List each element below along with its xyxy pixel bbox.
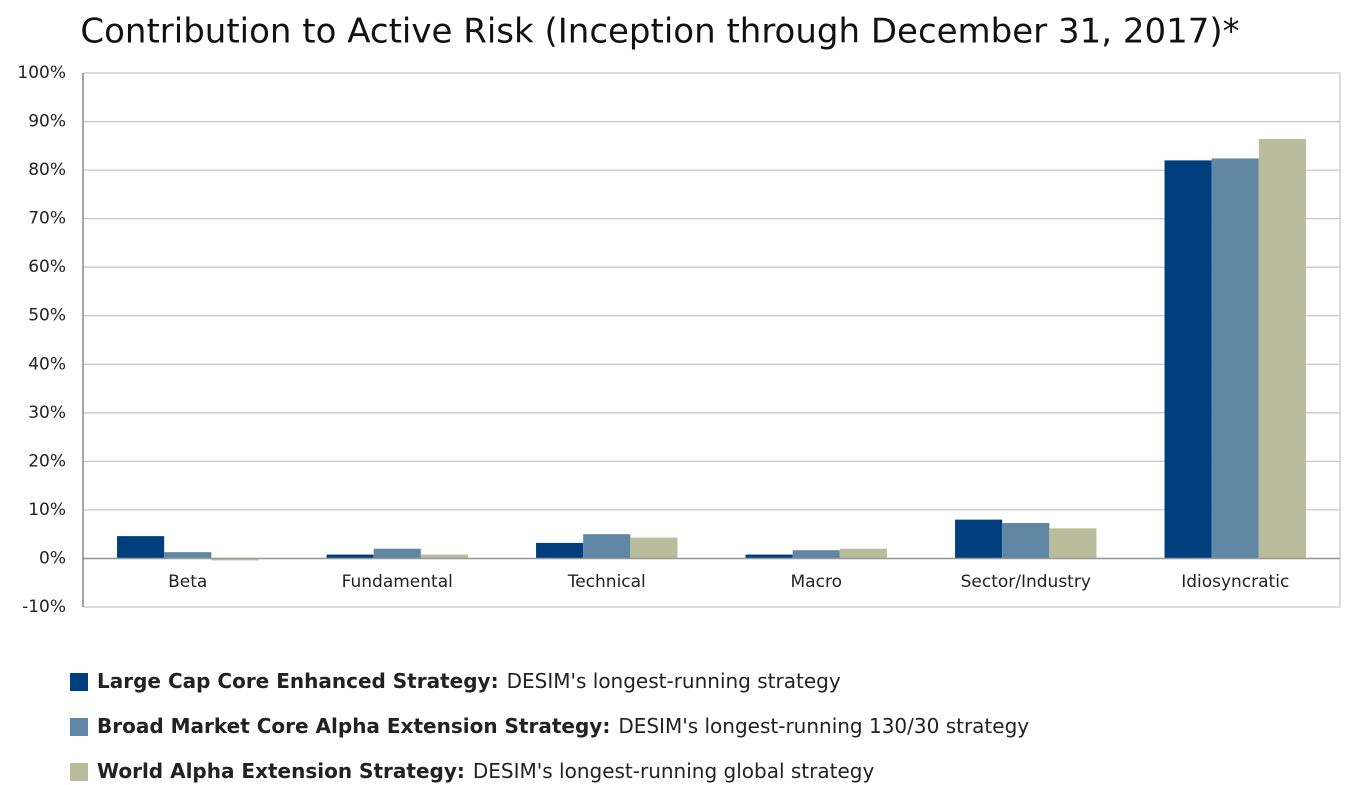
bar	[326, 554, 374, 559]
x-tick-label: Idiosyncratic	[1181, 572, 1289, 592]
bar	[1002, 523, 1050, 559]
bar	[1164, 160, 1212, 559]
legend-entry: Large Cap Core Enhanced Strategy: DESIM's…	[97, 669, 841, 693]
bar	[955, 519, 1003, 559]
bar	[1211, 158, 1259, 559]
legend-name: Large Cap Core Enhanced Strategy:	[97, 669, 499, 693]
bar	[839, 548, 887, 559]
y-tick-label: 30%	[28, 403, 66, 423]
legend-entry: Broad Market Core Alpha Extension Strate…	[97, 714, 1029, 738]
y-tick-label: 60%	[28, 257, 66, 277]
y-tick-label: 40%	[28, 354, 66, 374]
legend-swatch	[70, 718, 88, 736]
bar	[1049, 528, 1097, 559]
bar	[211, 558, 259, 561]
y-tick-label: 10%	[28, 500, 66, 520]
y-tick-label: 0%	[39, 548, 66, 568]
bar	[583, 534, 631, 559]
x-tick-label: Fundamental	[342, 572, 453, 592]
x-tick-label: Macro	[791, 572, 842, 592]
legend-description: DESIM's longest-running strategy	[507, 669, 841, 693]
y-tick-label: -10%	[22, 597, 66, 617]
bar	[420, 554, 468, 559]
y-tick-label: 90%	[28, 112, 66, 132]
legend-entry: World Alpha Extension Strategy: DESIM's l…	[97, 759, 874, 783]
bar	[630, 537, 678, 559]
y-tick-label: 50%	[28, 306, 66, 326]
y-tick-label: 80%	[28, 160, 66, 180]
y-tick-label: 70%	[28, 209, 66, 229]
y-tick-label: 100%	[17, 63, 66, 83]
bar	[536, 542, 584, 559]
x-tick-label: Technical	[567, 572, 646, 592]
bar	[117, 536, 165, 559]
legend-swatch	[70, 763, 88, 781]
x-tick-label: Sector/Industry	[961, 572, 1091, 592]
bar	[745, 554, 793, 559]
legend-name: Broad Market Core Alpha Extension Strate…	[97, 714, 610, 738]
legend-swatch	[70, 673, 88, 691]
bar	[373, 548, 421, 559]
bar	[164, 552, 212, 559]
legend-description: DESIM's longest-running global strategy	[473, 759, 875, 783]
legend-description: DESIM's longest-running 130/30 strategy	[618, 714, 1029, 738]
legend-name: World Alpha Extension Strategy:	[97, 759, 465, 783]
y-tick-label: 20%	[28, 451, 66, 471]
x-tick-label: Beta	[168, 572, 207, 592]
chart-title: Contribution to Active Risk (Inception t…	[80, 12, 1239, 52]
bar	[792, 550, 840, 559]
bar	[1258, 139, 1306, 559]
